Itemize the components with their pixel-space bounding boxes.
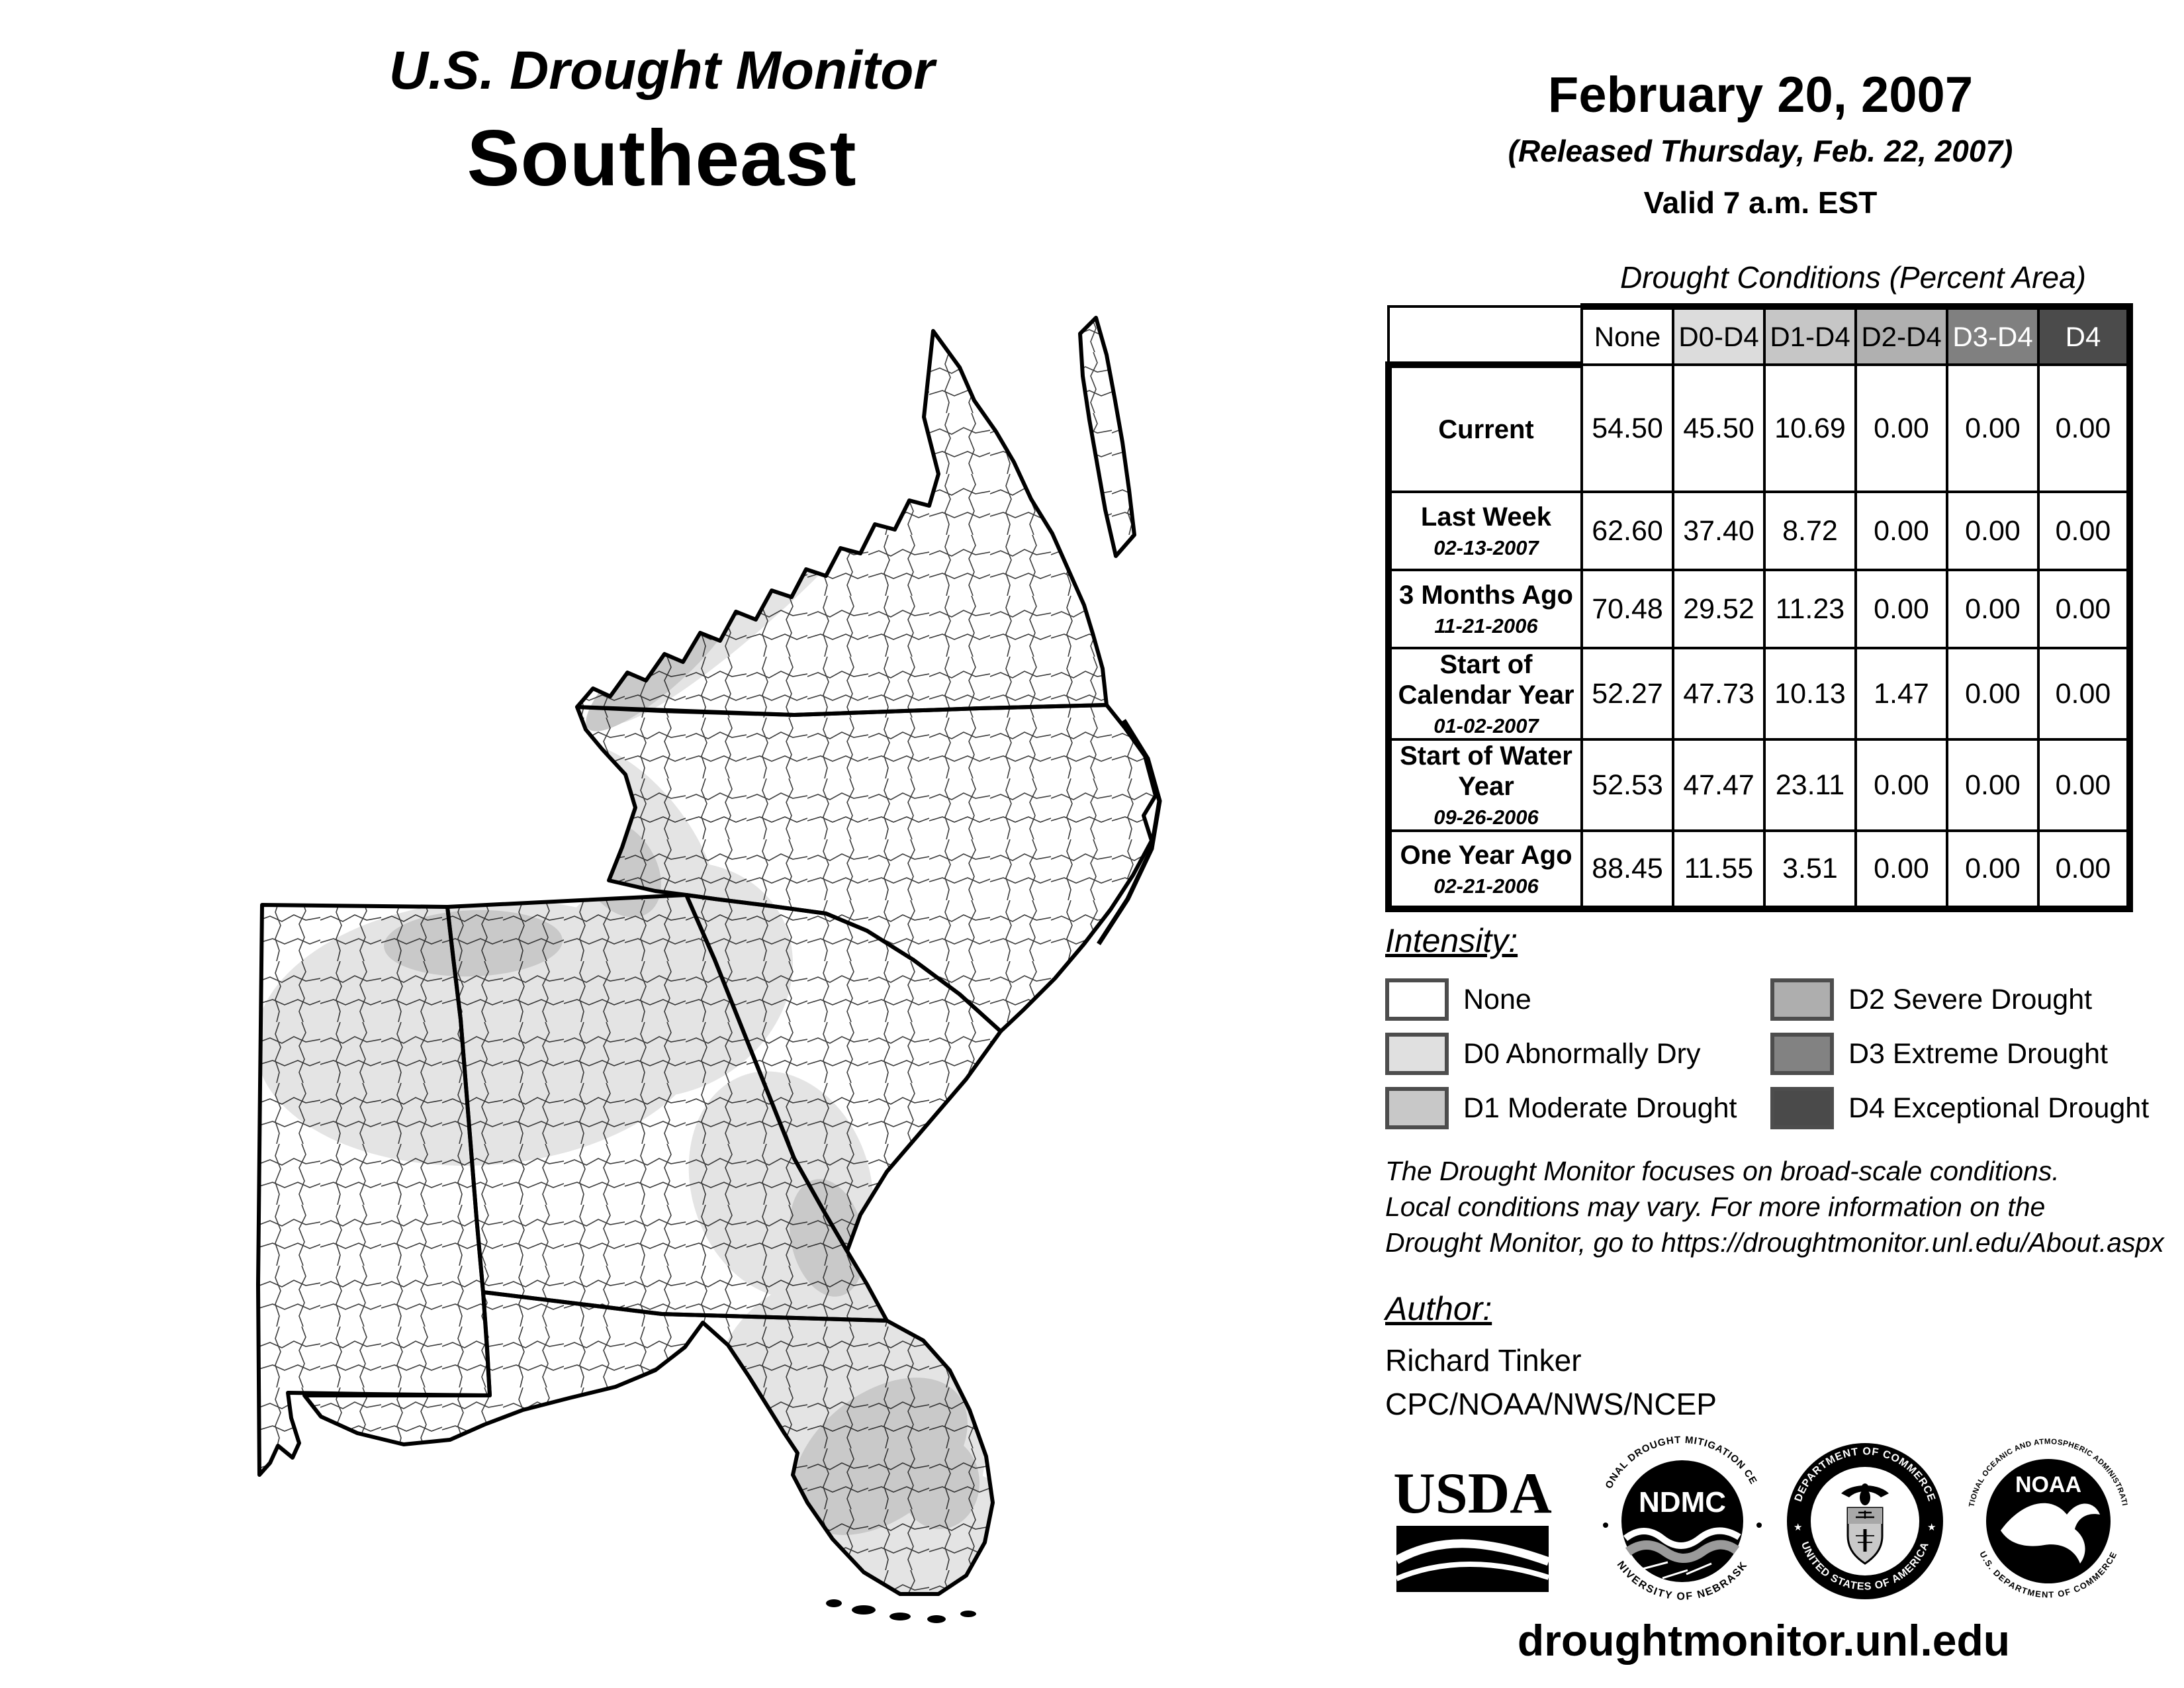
row-label: One Year Ago 02-21-2006 [1385,829,1583,912]
table-header-row: None D0-D4 D1-D4 D2-D4 D3-D4 D4 [1387,303,2133,366]
delmarva-peninsula [1078,316,1136,558]
row-label: 3 Months Ago 11-21-2006 [1385,569,1583,649]
none-swatch [1385,978,1449,1021]
author-heading: Author: [1385,1290,1492,1327]
date-block: February 20, 2007 (Released Thursday, Fe… [1383,66,2138,220]
col-header-d3d4: D3-D4 [1946,303,2040,366]
row-label: Start of Water Year 09-26-2006 [1385,738,1583,832]
d2-swatch [1770,978,1834,1021]
col-header-none: None [1580,303,1674,366]
table-row: Current 54.50 45.50 10.69 0.00 0.00 0.00 [1385,361,2133,493]
state-florida [302,1290,995,1596]
state-virginia [575,329,1109,717]
shield-emblem [1846,1507,1884,1565]
table-row: Start of Calendar Year 01-02-2007 52.27 … [1385,647,2133,741]
valid-time: Valid 7 a.m. EST [1643,185,1878,220]
d1-swatch [1385,1087,1449,1129]
map-date: February 20, 2007 [1547,67,1974,123]
d0-swatch [1385,1033,1449,1075]
released-date: (Released Thursday, Feb. 22, 2007) [1508,134,2013,168]
svg-text:NDMC: NDMC [1639,1486,1726,1519]
table-row: 3 Months Ago 11-21-2006 70.48 29.52 11.2… [1385,569,2133,649]
author-name: Richard Tinker [1385,1343,1582,1378]
col-header-d4: D4 [2037,303,2133,366]
eagle-emblem [1841,1483,1889,1505]
usda-logo-icon: USDA [1393,1462,1552,1592]
table-row: Start of Water Year 09-26-2006 52.53 47.… [1385,738,2133,832]
author-organization: CPC/NOAA/NWS/NCEP [1385,1387,1717,1421]
disclaimer-text: The Drought Monitor focuses on broad-sca… [1385,1156,2164,1258]
southeast-drought-map [256,316,1162,1623]
row-label: Last Week 02-13-2007 [1385,491,1583,571]
row-label: Start of Calendar Year 01-02-2007 [1385,647,1583,741]
seal-star-right: ★ [1927,1522,1936,1533]
report-title: U.S. Drought Monitor [388,40,935,101]
drought-conditions-table: None D0-D4 D1-D4 D2-D4 D3-D4 D4 Current … [1385,303,2133,912]
table-corner-gap [1387,305,1583,366]
table-row: Last Week 02-13-2007 62.60 37.40 8.72 0.… [1385,491,2133,571]
col-header-d1d4: D1-D4 [1763,303,1857,366]
row-label: Current [1385,361,1583,493]
gull-emblem [2001,1503,2100,1564]
d3-swatch [1770,1033,1834,1075]
d4-swatch [1770,1087,1834,1129]
department-of-commerce-seal-icon: DEPARTMENT OF COMMERCE UNITED STATES OF … [1787,1443,1943,1599]
seal-star-left: ★ [1794,1522,1802,1533]
table-title: Drought Conditions (Percent Area) [1620,260,2086,295]
ndmc-logo-icon: NATIONAL DROUGHT MITIGATION CENTER UNIVE… [1603,1435,1762,1603]
col-header-d0d4: D0-D4 [1672,303,1766,366]
florida-keys [826,1599,976,1623]
outer-banks [1097,719,1162,945]
intensity-heading: Intensity: [1385,922,1518,959]
svg-text:NOAA: NOAA [2015,1472,2081,1497]
col-header-d2d4: D2-D4 [1854,303,1948,366]
table-row: One Year Ago 02-21-2006 88.45 11.55 3.51… [1385,829,2133,912]
region-title: Southeast [467,114,857,203]
website-url: droughtmonitor.unl.edu [1517,1616,2011,1665]
noaa-logo-icon: NATIONAL OCEANIC AND ATMOSPHERIC ADMINIS… [1968,1438,2128,1599]
svg-text:USDA: USDA [1393,1462,1552,1526]
